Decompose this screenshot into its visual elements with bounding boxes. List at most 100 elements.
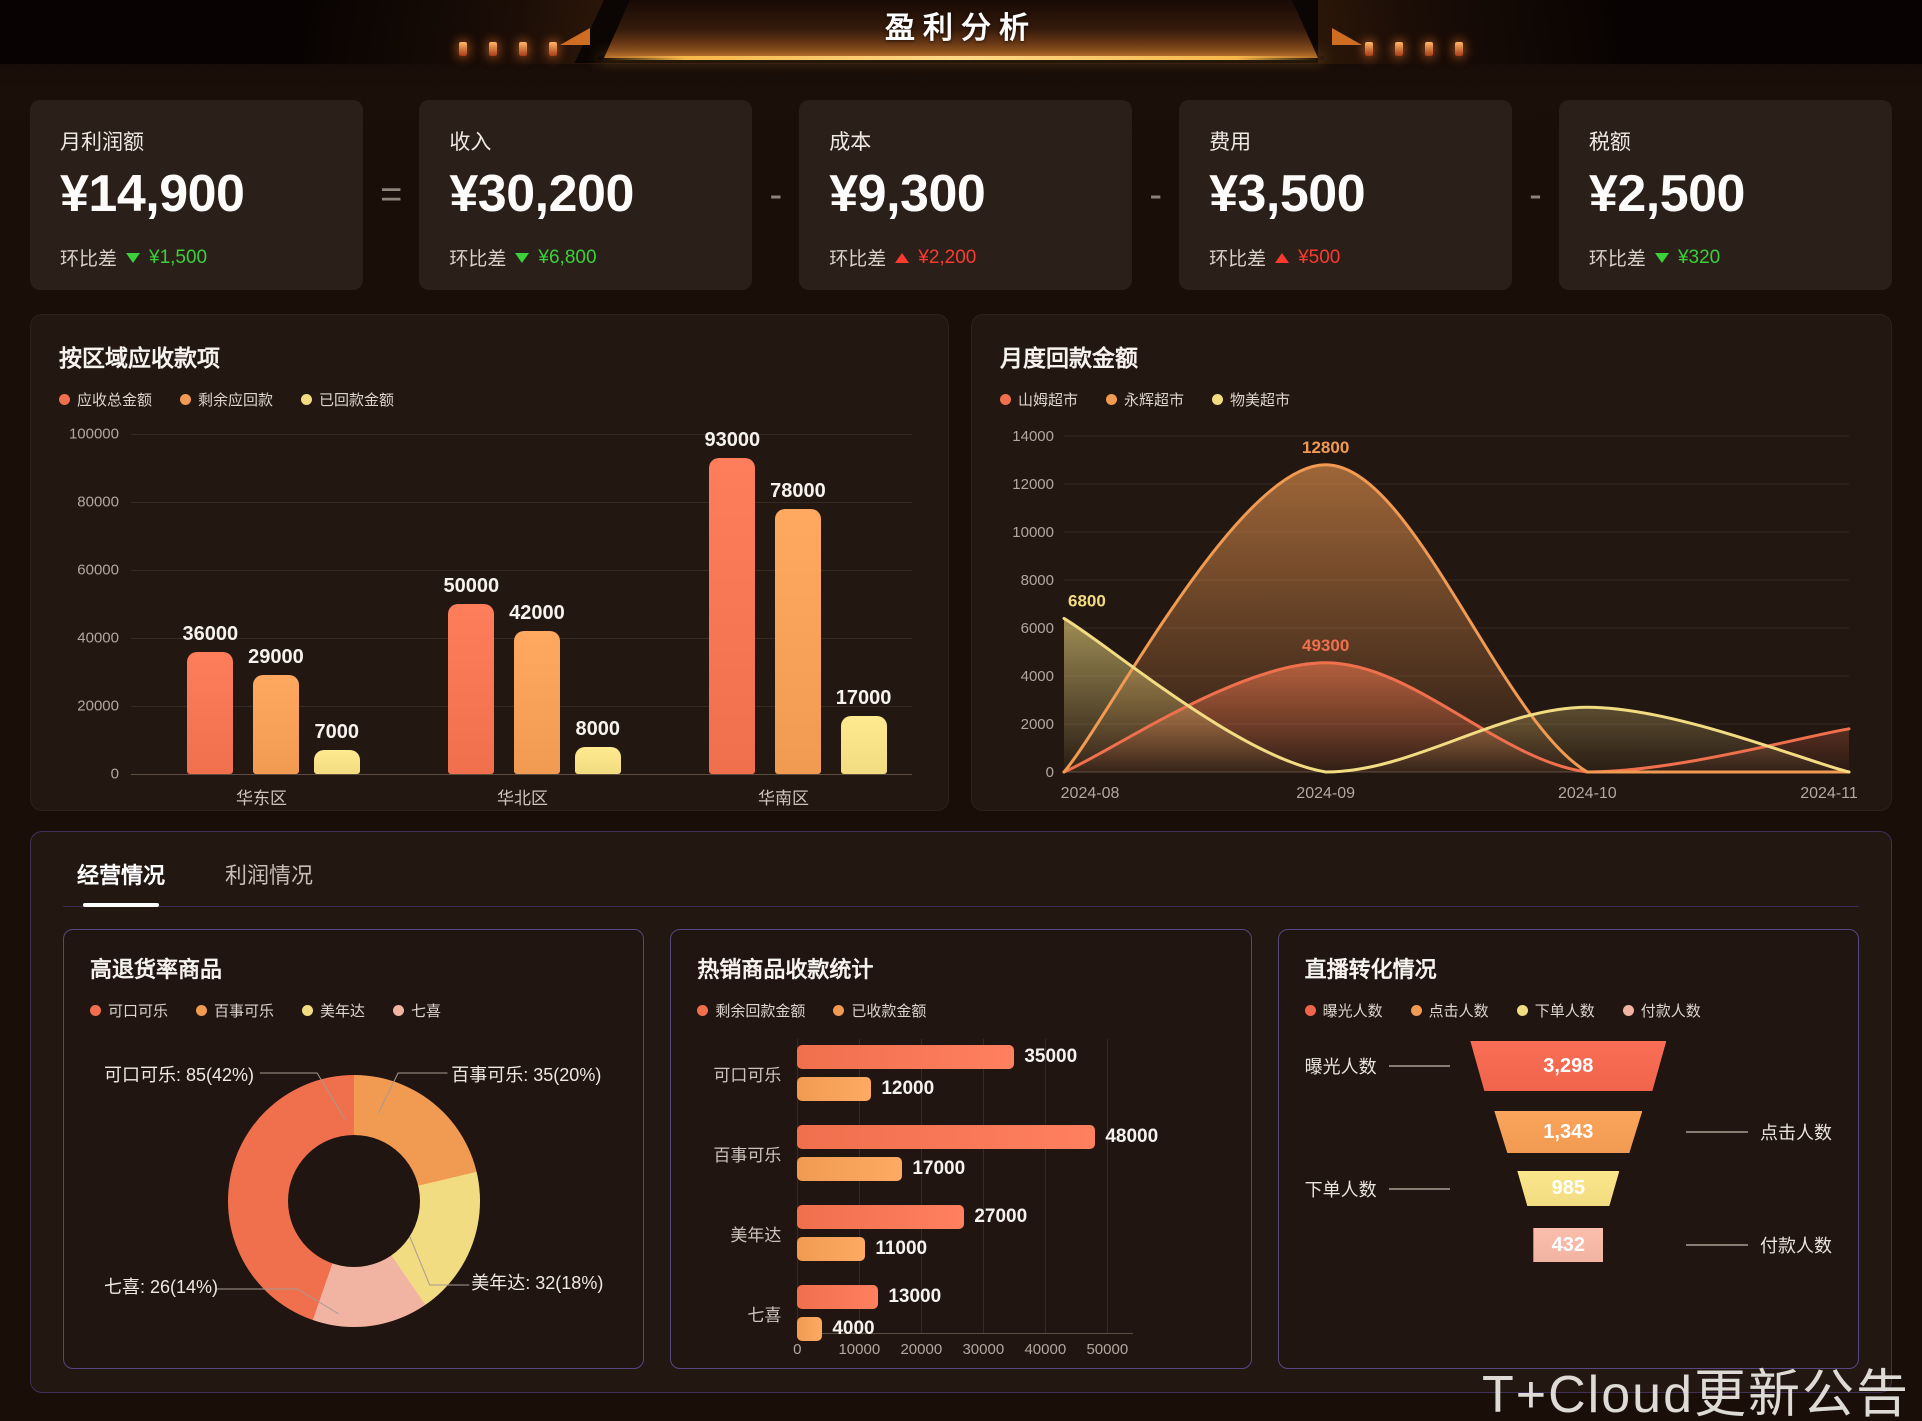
kpi-value: ¥3,500 [1209,165,1366,223]
y-axis-tick: 40000 [77,629,119,647]
donut-ring [227,1074,480,1327]
bar-column: 17000 [835,687,892,774]
panel-regional-receivables: 按区域应收款项 应收总金额 剩余应回款 已回款金额 0 20000 40000 60000… [30,314,949,811]
legend-item-live[interactable]: 点击人数 [1410,1000,1489,1021]
legend-hot-products: 剩余回款金额 已收款金额 [697,1000,1224,1021]
legend-label: 点击人数 [1428,1003,1489,1020]
legend-dot-icon [196,1005,208,1016]
hbar-row: 百事可乐 48000 17000 [697,1125,1224,1181]
hbar-line: 4000 [797,1317,1224,1341]
kpi-delta: 环比差 ¥1,500 [60,244,333,271]
legend-item-returns[interactable]: 百事可乐 [196,1000,274,1021]
triangle-up-icon [895,252,910,263]
legend-dot-icon [180,394,192,405]
svg-text:2024-10: 2024-10 [1558,785,1617,802]
legend-dot-icon [1516,1005,1528,1016]
legend-label: 物美超市 [1230,392,1291,409]
tab-active[interactable]: 经营情况 [77,858,165,890]
line-chart: 0 2000 4000 6000 8000 10000 12000 14000 2024-08 2… [1012,428,1858,802]
svg-text:2024-11: 2024-11 [1800,785,1858,802]
legend-item-monthly[interactable]: 永辉超市 [1106,389,1184,410]
legend-label: 已回款金额 [319,392,395,409]
kpi-operator: - [769,173,783,216]
funnel-stage-name: 下单人数 [1304,1179,1377,1200]
x-axis-tick: 10000 [838,1341,881,1358]
kpi-delta-label: 环比差 [60,249,118,270]
kpi-operator: = [380,173,403,216]
panel-title-hot-products: 热销商品收款统计 [697,957,874,982]
legend-dot-icon [833,1005,845,1016]
bar [187,652,234,774]
hbar-category-label: 百事可乐 [713,1145,782,1165]
funnel-shape: 985 [1517,1171,1619,1206]
legend-item-hot[interactable]: 剩余回款金额 [697,1000,805,1021]
svg-text:6800: 6800 [1068,591,1106,610]
y-axis-tick: 0 [110,765,119,783]
bar [797,1125,1096,1149]
kpi-delta-label: 环比差 [1209,249,1267,270]
legend-dot-icon [1106,394,1118,405]
sub-panels-row: 高退货率商品 可口可乐 百事可乐 美年达 七喜 可口可乐: 85(42%) 百事可乐: … [63,929,1859,1369]
bar-column: 50000 [444,575,499,774]
legend-item-live[interactable]: 付款人数 [1622,1000,1701,1021]
legend-item-regional[interactable]: 已回款金额 [301,389,394,410]
kpi-value: ¥30,200 [449,165,634,223]
svg-text:10000: 10000 [1012,524,1054,541]
legend-dot-icon [1622,1005,1634,1016]
x-axis-tick: 20000 [900,1341,943,1358]
bar-value-label: 12000 [881,1078,935,1099]
legend-item-monthly[interactable]: 山姆超市 [1000,389,1078,410]
bar [797,1237,866,1261]
funnel-label-left: 曝光人数 [1305,1053,1463,1079]
legend-item-regional[interactable]: 应收总金额 [59,389,152,410]
kpi-delta-value: ¥1,500 [149,246,208,268]
pie-callout-label: 美年达: 32(18%) [471,1273,604,1293]
kpi-value: ¥2,500 [1588,165,1746,223]
legend-regional: 应收总金额 剩余应回款 已回款金额 [59,389,920,410]
legend-item-returns[interactable]: 可口可乐 [90,1000,168,1021]
bar-group: 93000 78000 17000 [705,429,891,774]
x-axis-tick: 40000 [1024,1341,1067,1358]
legend-label: 百事可乐 [214,1003,275,1020]
legend-dot-icon [1212,394,1224,405]
svg-text:12800: 12800 [1302,438,1349,457]
bar [448,604,495,774]
legend-dot-icon [301,394,313,405]
svg-text:2024-08: 2024-08 [1061,785,1120,802]
funnel-mid: 3,298 [1462,1041,1674,1091]
funnel-connector-line [1388,1187,1451,1190]
banner-light [1395,42,1403,56]
kpi-delta-value: ¥2,200 [918,246,977,268]
banner-light [1365,42,1373,56]
legend-item-hot[interactable]: 已收款金额 [833,1000,926,1021]
bar-column: 36000 [183,623,238,774]
legend-item-live[interactable]: 曝光人数 [1304,1000,1383,1021]
bar-column: 42000 [509,602,565,774]
bar-value-label: 13000 [888,1286,942,1307]
legend-item-live[interactable]: 下单人数 [1516,1000,1595,1021]
legend-item-returns[interactable]: 美年达 [302,1000,365,1021]
banner-light [489,42,497,56]
legend-dot-icon [302,1005,314,1016]
banner-gold-strip [598,56,1324,60]
banner-accent-triangle-right [1332,28,1362,45]
tab-inactive[interactable]: 利润情况 [225,863,314,888]
funnel-label-right: 付款人数 [1674,1232,1832,1258]
funnel-shape: 1,343 [1494,1111,1642,1153]
triangle-down-icon [126,252,141,263]
bar-column: 8000 [574,718,621,774]
kpi-delta-label: 环比差 [829,249,887,270]
hbar-rows: 可口可乐 35000 12000 百事可乐 48000 17000 美年达 27000 1100… [697,1035,1224,1341]
panel-title-live: 直播转化情况 [1304,957,1437,982]
funnel-mid: 985 [1462,1171,1674,1206]
grouped-bar-chart: 0 20000 40000 60000 80000 100000 36000 29000 700… [59,420,920,808]
legend-item-monthly[interactable]: 物美超市 [1212,389,1290,410]
legend-item-returns[interactable]: 七喜 [393,1000,441,1021]
banner-light [1425,42,1433,56]
svg-text:2000: 2000 [1021,716,1054,733]
legend-item-regional[interactable]: 剩余应回款 [180,389,273,410]
bar-value-label: 17000 [835,687,892,709]
kpi-delta: 环比差 ¥6,800 [449,244,722,271]
bar [574,747,621,774]
legend-dot-icon [90,1005,101,1016]
